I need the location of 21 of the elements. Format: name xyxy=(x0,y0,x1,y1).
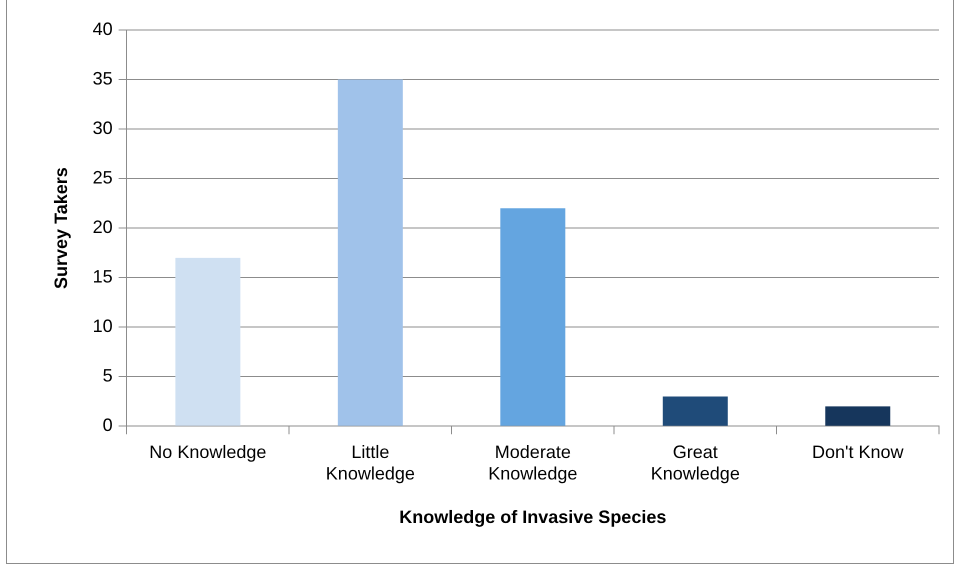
x-tick-label: No Knowledge xyxy=(149,442,266,462)
y-tick-label: 0 xyxy=(102,415,113,436)
y-tick-label: 25 xyxy=(92,168,113,188)
x-axis-title: Knowledge of Invasive Species xyxy=(399,507,666,528)
bar xyxy=(175,258,240,426)
x-tick-label: Don't Know xyxy=(812,442,904,462)
bar xyxy=(338,80,403,426)
y-tick-label: 30 xyxy=(92,118,113,138)
y-tick-label: 15 xyxy=(92,266,113,287)
y-tick-label: 40 xyxy=(92,18,113,39)
x-tick-label: Moderate Knowledge xyxy=(488,442,578,484)
bar xyxy=(500,208,566,426)
y-tick-label: 10 xyxy=(92,316,113,336)
x-tick-label: Little Knowledge xyxy=(326,442,415,484)
bar xyxy=(825,406,890,426)
y-tick-label: 20 xyxy=(92,217,113,238)
y-tick-label: 5 xyxy=(102,366,113,386)
x-tick-label: Great Knowledge xyxy=(650,442,740,484)
bar xyxy=(662,396,728,426)
y-axis-title: Survey Takers xyxy=(50,167,71,289)
y-tick-label: 35 xyxy=(92,68,113,88)
